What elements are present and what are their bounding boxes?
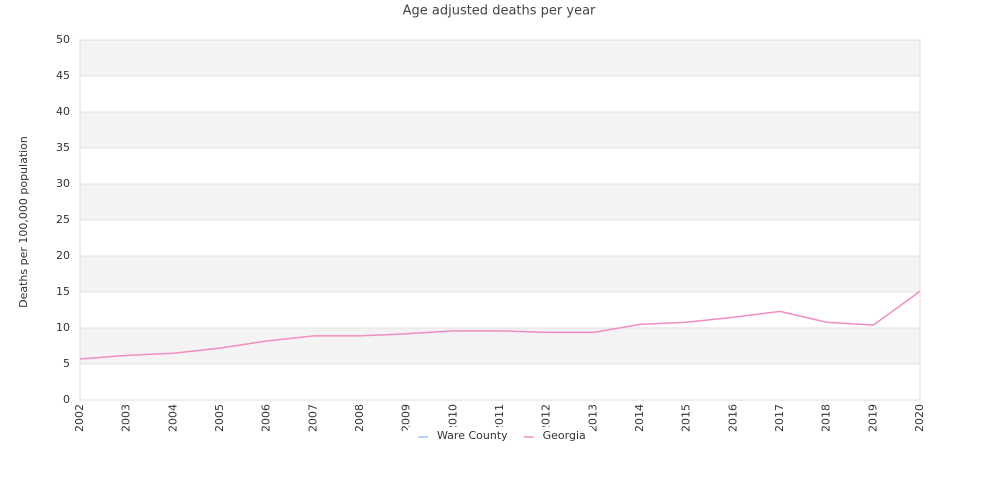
band [80, 112, 920, 148]
x-tick-label: 2008 [353, 404, 366, 432]
y-tick-label: 40 [56, 105, 70, 118]
y-tick-label: 5 [63, 357, 70, 370]
x-tick-label: 2013 [586, 404, 599, 432]
band [80, 256, 920, 292]
legend: Ware County Georgia [408, 427, 592, 445]
x-tick-label: 2020 [913, 404, 926, 432]
x-tick-label: 2012 [540, 404, 553, 432]
x-tick-label: 2014 [633, 404, 646, 432]
legend-label: Georgia [543, 429, 586, 442]
x-tick-label: 2018 [820, 404, 833, 432]
x-tick-label: 2016 [726, 404, 739, 432]
x-tick-label: 2019 [866, 404, 879, 432]
x-tick-label: 2005 [213, 404, 226, 432]
band [80, 184, 920, 220]
x-tick-label: 2004 [166, 404, 179, 432]
legend-label: Ware County [437, 429, 508, 442]
legend-bg [408, 427, 592, 445]
x-tick-label: 2006 [260, 404, 273, 432]
y-tick-label: 0 [63, 393, 70, 406]
chart-title: Age adjusted deaths per year [403, 4, 596, 19]
y-axis-label: Deaths per 100,000 population [17, 136, 30, 308]
y-tick-label: 30 [56, 177, 70, 190]
x-tick-label: 2009 [400, 404, 413, 432]
y-tick-label: 15 [56, 285, 70, 298]
x-tick-label: 2010 [446, 404, 459, 432]
x-tick-label: 2015 [680, 404, 693, 432]
x-tick-label: 2002 [73, 404, 86, 432]
band [80, 40, 920, 76]
bands [80, 40, 920, 364]
x-tick-label: 2011 [493, 404, 506, 432]
y-tick-label: 10 [56, 321, 70, 334]
y-tick-label: 20 [56, 249, 70, 262]
y-tick-label: 35 [56, 141, 70, 154]
line [79, 290, 921, 360]
y-tick-label: 25 [56, 213, 70, 226]
plot-border [79, 39, 921, 401]
band [80, 328, 920, 364]
x-tick-label: 2017 [773, 404, 786, 432]
x-tick-label: 2003 [120, 404, 133, 432]
x-tick-label: 2007 [306, 404, 319, 432]
y-tick-label: 50 [56, 33, 70, 46]
y-tick-label: 45 [56, 69, 70, 82]
